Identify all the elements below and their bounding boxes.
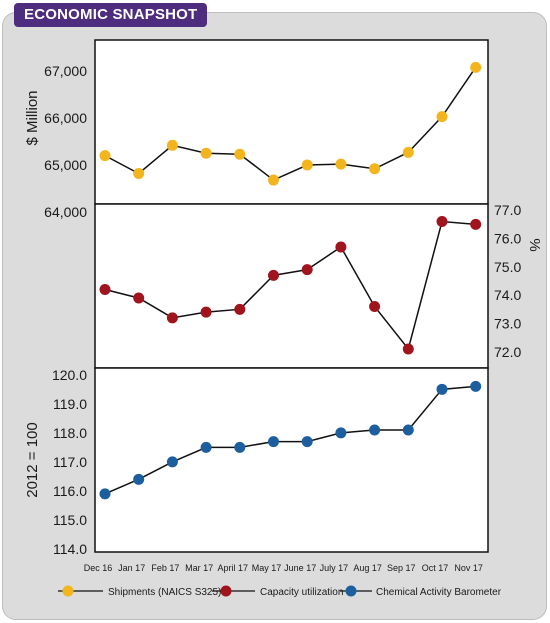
plot-panel-shipments [94, 39, 489, 205]
data-point-capacity [369, 301, 381, 312]
xtick-label: Jan 17 [118, 563, 145, 573]
snapshot-title-badge: ECONOMIC SNAPSHOT [14, 3, 208, 27]
ytick-label-barometer: 115.0 [53, 512, 87, 528]
xtick-label: May 17 [252, 563, 282, 573]
xtick-label: Sep 17 [387, 563, 416, 573]
plot-panel-capacity [94, 203, 489, 369]
legend-marker [220, 585, 232, 597]
plot-panel-barometer [94, 367, 489, 553]
data-point-barometer [369, 424, 381, 436]
yaxis-label-capacity: % [526, 238, 543, 251]
ytick-label-barometer: 114.0 [53, 541, 87, 557]
data-point-capacity [470, 218, 482, 230]
data-point-shipments [166, 139, 178, 151]
data-point-capacity [436, 216, 448, 227]
yaxis-label-shipments: $ Million [24, 90, 41, 145]
data-point-shipments [268, 174, 279, 186]
data-point-barometer [166, 456, 178, 468]
xtick-label: Feb 17 [151, 563, 179, 573]
data-point-capacity [133, 292, 145, 304]
data-point-shipments [200, 147, 212, 159]
xtick-label: Dec 16 [84, 563, 113, 573]
ytick-label-capacity: 77.0 [494, 202, 521, 218]
legend-label: Capacity utilization [260, 587, 343, 598]
data-point-shipments [402, 146, 414, 158]
ytick-label-barometer: 118.0 [53, 425, 87, 441]
ytick-label-barometer: 120.0 [52, 367, 87, 383]
legend-label: Shipments (NAICS S325) [108, 587, 221, 598]
data-point-shipments [335, 158, 347, 170]
data-point-capacity [268, 269, 279, 281]
data-point-capacity [335, 241, 347, 253]
legend-label: Chemical Activity Barometer [376, 587, 502, 598]
xtick-label: Aug 17 [353, 563, 382, 573]
ytick-label-capacity: 73.0 [494, 316, 521, 332]
xtick-label: Nov 17 [454, 563, 483, 573]
xtick-label: July 17 [320, 563, 349, 573]
data-point-shipments [99, 150, 111, 162]
xtick-label: April 17 [218, 563, 249, 573]
data-point-capacity [99, 284, 111, 295]
xtick-label: June 17 [284, 563, 316, 573]
data-point-shipments [234, 148, 246, 160]
series-line-barometer [104, 385, 476, 495]
ytick-label-barometer: 117.0 [53, 454, 87, 470]
ytick-label-shipments: 67,000 [44, 63, 87, 79]
data-point-shipments [301, 159, 313, 171]
ytick-label-barometer: 116.0 [53, 483, 87, 499]
series-line-shipments [104, 66, 477, 181]
data-point-barometer [200, 441, 212, 453]
ytick-label-shipments: 66,000 [44, 110, 87, 126]
data-point-shipments [133, 167, 145, 179]
legend-marker [345, 585, 357, 597]
ytick-label-shipments: 65,000 [44, 157, 87, 173]
data-point-barometer [436, 383, 448, 395]
data-point-barometer [99, 488, 111, 500]
xtick-label: Mar 17 [185, 563, 213, 573]
data-point-barometer [470, 380, 482, 392]
data-point-shipments [369, 163, 381, 175]
ytick-label-capacity: 75.0 [494, 259, 521, 275]
ytick-label-barometer: 119.0 [53, 396, 87, 412]
data-point-shipments [470, 61, 482, 73]
data-point-barometer [268, 436, 279, 448]
data-point-capacity [234, 303, 246, 315]
data-point-barometer [234, 441, 246, 453]
data-point-barometer [301, 436, 313, 448]
xtick-label: Oct 17 [422, 563, 449, 573]
data-point-capacity [200, 306, 212, 318]
data-point-capacity [301, 264, 313, 276]
data-point-capacity [402, 343, 414, 355]
data-point-barometer [402, 424, 414, 436]
ytick-label-capacity: 72.0 [494, 344, 521, 360]
data-point-capacity [166, 312, 178, 324]
series-line-capacity [104, 220, 476, 351]
data-point-barometer [335, 427, 347, 439]
legend-marker [62, 585, 74, 597]
data-point-barometer [133, 473, 145, 485]
ytick-label-capacity: 76.0 [494, 231, 521, 247]
ytick-label-shipments: 64,000 [44, 204, 87, 220]
yaxis-label-barometer: 2012 = 100 [24, 422, 41, 498]
ytick-label-capacity: 74.0 [494, 287, 521, 303]
data-point-shipments [436, 111, 448, 123]
